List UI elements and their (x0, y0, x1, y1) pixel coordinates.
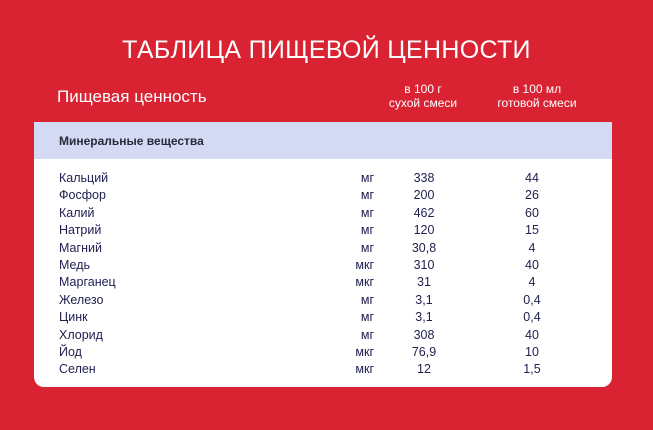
column-header-nutrient: Пищевая ценность (57, 87, 207, 106)
table-row: Магний мг 30,8 4 (34, 240, 612, 257)
column-header-dry: в 100 г сухой смеси (363, 82, 483, 110)
unit: мг (360, 310, 374, 325)
table-row: Фосфор мг 200 26 (34, 187, 612, 204)
value-dry: 462 (413, 205, 435, 220)
nutrient-name: Хлорид (59, 327, 103, 342)
value-ready: 10 (525, 344, 539, 359)
unit: мг (360, 188, 374, 203)
table-row: Кальций мг 338 44 (34, 170, 612, 187)
table-row: Натрий мг 120 15 (34, 222, 612, 239)
nutrient-name: Кальций (59, 171, 109, 185)
column-header-dry-line2: сухой смеси (388, 96, 458, 110)
unit: мкг (355, 275, 374, 290)
nutrient-name: Железо (59, 292, 104, 307)
unit: мкг (355, 257, 374, 272)
value-ready: 40 (525, 327, 539, 342)
value-dry: 12 (417, 362, 431, 377)
nutrient-name: Калий (59, 205, 95, 220)
page-title: ТАБЛИЦА ПИЩЕВОЙ ЦЕННОСТИ (122, 36, 531, 64)
value-dry: 338 (413, 171, 435, 185)
value-ready: 44 (525, 171, 539, 185)
unit: мг (360, 292, 374, 307)
column-header-dry-line1: в 100 г (404, 82, 442, 96)
nutrient-name: Натрий (59, 223, 102, 238)
value-dry: 3,1 (415, 292, 433, 307)
table-row: Селен мкг 12 1,5 (34, 361, 612, 378)
value-dry: 76,9 (411, 344, 437, 359)
table-row: Марганец мкг 31 4 (34, 274, 612, 291)
value-ready: 4 (528, 240, 536, 255)
unit: мг (360, 171, 374, 185)
unit: мкг (355, 344, 374, 359)
value-ready: 0,4 (523, 310, 541, 325)
value-dry: 3,1 (415, 310, 433, 325)
nutrient-name: Фосфор (59, 188, 106, 203)
section-title: Минеральные вещества (59, 133, 204, 148)
table-row: Калий мг 462 60 (34, 205, 612, 222)
nutrient-name: Марганец (59, 275, 116, 290)
nutrient-name: Йод (59, 344, 82, 359)
nutrient-name: Медь (59, 257, 91, 272)
column-header-ready-line1: в 100 мл (512, 82, 562, 96)
value-dry: 31 (417, 275, 431, 290)
section-header: Минеральные вещества (34, 122, 612, 159)
unit: мг (360, 223, 374, 238)
value-dry: 308 (413, 327, 435, 342)
table-row: Цинк мг 3,1 0,4 (34, 309, 612, 326)
unit: мкг (355, 362, 374, 377)
unit: мг (360, 205, 374, 220)
value-ready: 1,5 (523, 362, 541, 377)
table-row: Хлорид мг 308 40 (34, 327, 612, 344)
table-row: Йод мкг 76,9 10 (34, 344, 612, 361)
value-ready: 26 (525, 188, 539, 203)
value-ready: 0,4 (523, 292, 541, 307)
table-body: Кальций мг 338 44 Фосфор мг 200 26 Калий мг 462 60 Н… (34, 170, 612, 379)
value-dry: 120 (413, 223, 435, 238)
nutrient-name: Магний (59, 240, 102, 255)
value-ready: 4 (528, 275, 536, 290)
unit: мг (360, 327, 374, 342)
nutrient-name: Цинк (59, 310, 88, 325)
nutrient-name: Селен (59, 362, 96, 377)
value-ready: 40 (525, 257, 539, 272)
value-ready: 15 (525, 223, 539, 238)
value-ready: 60 (525, 205, 539, 220)
nutrition-table: Минеральные вещества Кальций мг 338 44 Фосфо… (34, 122, 612, 387)
column-header-ready: в 100 мл готовой смеси (477, 82, 597, 110)
value-dry: 30,8 (411, 240, 437, 255)
column-header-ready-line2: готовой смеси (497, 96, 577, 110)
table-row: Железо мг 3,1 0,4 (34, 292, 612, 309)
table-row: Медь мкг 310 40 (34, 257, 612, 274)
value-dry: 200 (413, 188, 435, 203)
unit: мг (360, 240, 374, 255)
value-dry: 310 (413, 257, 435, 272)
